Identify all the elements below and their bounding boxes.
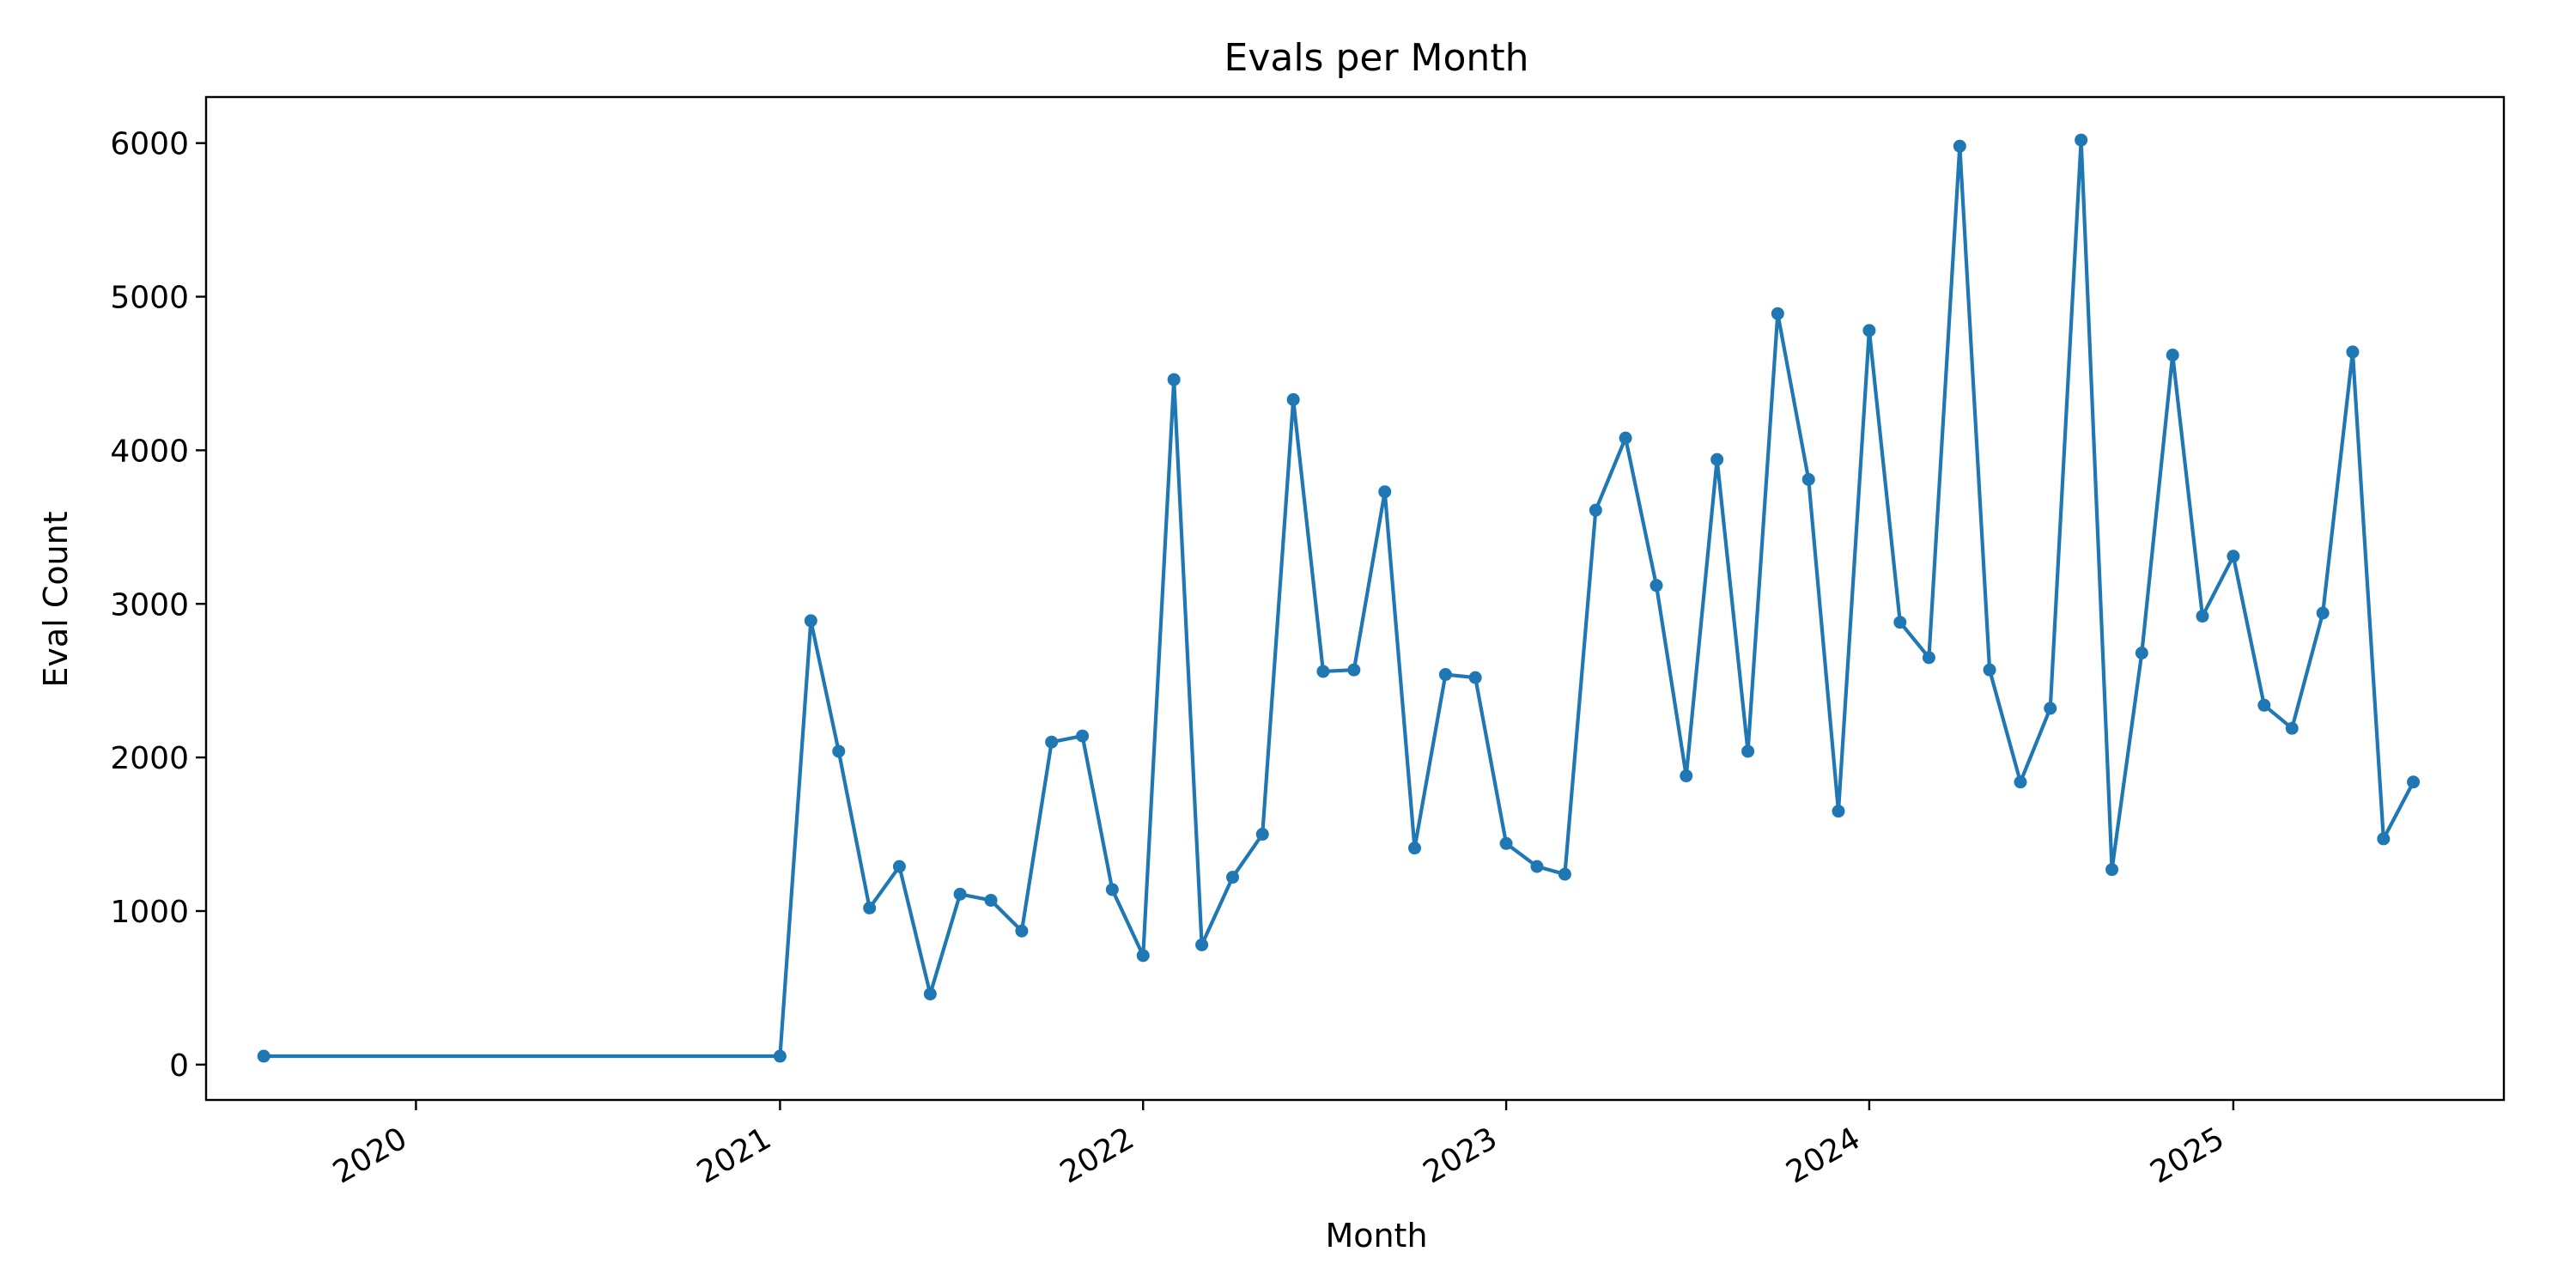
data-point [1922,651,1935,665]
data-point [1468,671,1482,684]
data-point [1619,431,1632,445]
data-point [832,744,846,758]
data-point [1893,616,1907,629]
data-point [2346,345,2360,359]
data-point [1347,663,1361,677]
data-point [2257,698,2271,712]
x-axis-label: Month [1325,1217,1427,1255]
data-point [1226,871,1240,884]
data-point [1045,735,1059,749]
data-point [257,1049,270,1063]
data-point [1953,139,1966,153]
y-axis-ticks: 0 1000 2000 3000 4000 5000 6000 [110,127,206,1084]
data-point [2377,832,2391,846]
chart-title: Evals per Month [1224,36,1529,80]
data-point [2105,863,2119,877]
data-point [1530,860,1544,873]
data-point [1862,324,1876,337]
y-tick-label: 4000 [110,434,189,469]
y-tick-label: 5000 [110,281,189,316]
data-point [1741,744,1755,758]
data-point [1771,307,1784,320]
data-point [1649,579,1663,592]
y-axis-label: Eval Count [37,511,75,687]
data-point [1167,373,1181,386]
data-point [1983,663,1996,677]
series-line [264,137,2415,1059]
data-point [892,860,906,873]
data-point [863,901,877,914]
data-point [2227,550,2240,563]
data-point [1255,828,1269,841]
data-point [2135,646,2148,659]
data-point [1589,503,1602,517]
y-tick-label: 3000 [110,587,189,623]
data-point [773,1049,787,1063]
data-point [1378,485,1392,499]
data-point [984,893,998,907]
y-tick-label: 6000 [110,127,189,162]
data-point [1408,841,1422,855]
data-point [1316,665,1330,678]
data-point [1710,453,1724,466]
data-point [2166,348,2179,361]
data-point [2014,775,2027,789]
data-point [1286,392,1300,406]
data-point [2407,775,2421,789]
data-point [1136,949,1150,963]
data-point [953,887,967,901]
series-layer [257,133,2421,1063]
plot-frame [204,95,2506,1102]
data-point [1832,805,1845,818]
y-tick-label: 2000 [110,741,189,776]
data-point [1438,668,1452,682]
y-tick-label: 1000 [110,895,189,930]
data-point [1499,836,1513,850]
data-point [1076,729,1090,743]
data-point [1680,769,1693,783]
data-point [2285,721,2299,735]
data-point [2316,606,2330,620]
y-tick-label: 0 [169,1048,189,1084]
data-point [1195,938,1209,951]
data-point [2075,133,2088,147]
data-point [2196,610,2209,623]
data-point [2044,702,2057,715]
data-point [1558,867,1571,881]
data-point [1015,924,1029,938]
data-point [1105,883,1119,896]
data-point [923,987,937,1001]
data-point [804,614,817,628]
data-point [1801,472,1815,486]
